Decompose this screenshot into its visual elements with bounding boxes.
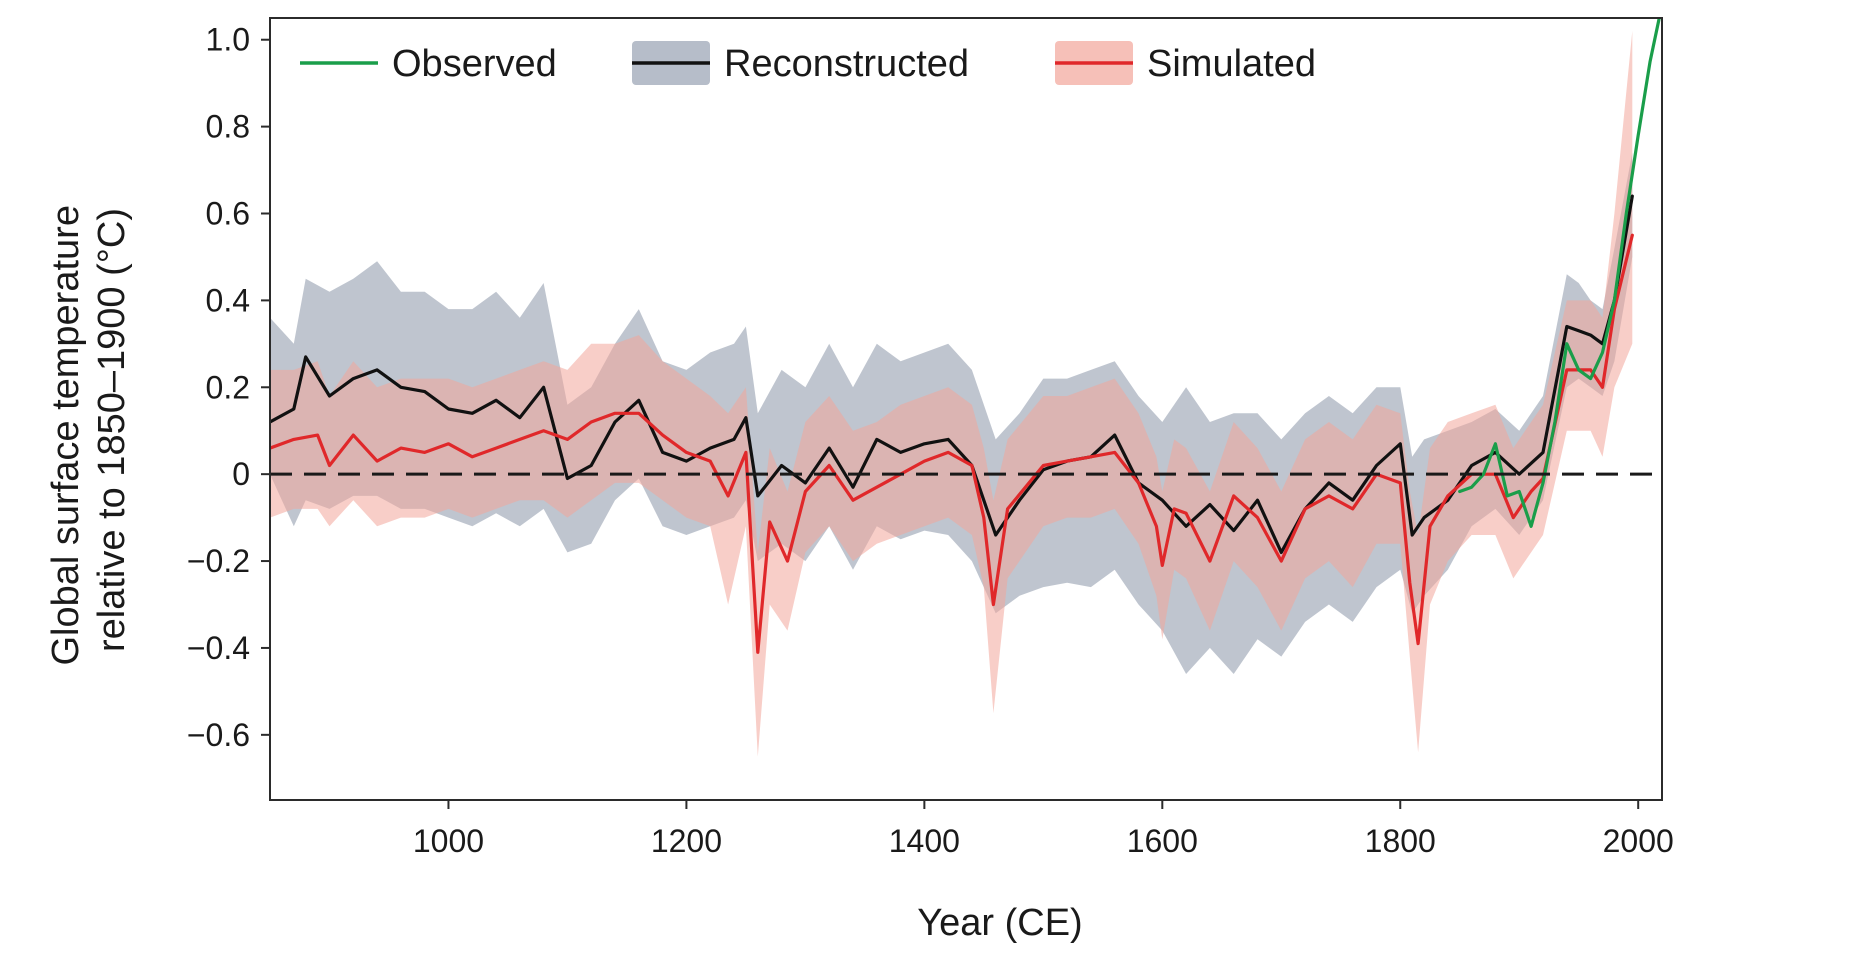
simulated-line [270,233,1634,654]
y-axis-label-line-2: relative to 1850–1900 (°C) [91,208,133,652]
legend-entry-observed: Observed [300,43,557,85]
y-tick-label: 0 [232,456,250,492]
y-tick-label: 0.8 [206,109,250,145]
legend-entry-simulated: Simulated [1055,41,1316,85]
y-tick-label: 1.0 [206,22,250,58]
x-tick-label: 1600 [1127,823,1198,859]
y-axis-ticks: 1.0 0.8 0.6 0.4 0.2 0 −0.2 −0.4 −0.6 [187,22,270,753]
y-tick-label: −0.2 [187,543,250,579]
x-tick-label: 1000 [413,823,484,859]
legend-label-observed: Observed [392,43,557,85]
uncertainty-bands [270,31,1633,757]
x-tick-label: 1400 [889,823,960,859]
y-axis-label: Global surface temperature relative to 1… [45,194,133,665]
plot-frame [269,17,1663,801]
observed-line [1458,18,1661,528]
legend: Observed Reconstructed Simulated [300,41,1316,85]
legend-entry-reconstructed: Reconstructed [632,41,969,85]
y-axis-label-line-1: Global surface temperature [45,205,87,665]
x-tick-label: 1200 [651,823,722,859]
y-tick-label: 0.2 [206,369,250,405]
simulated-band [270,31,1633,757]
y-tick-label: 0.4 [206,282,250,318]
x-axis-label: Year (CE) [917,902,1082,944]
y-tick-label: −0.6 [187,717,250,753]
legend-label-reconstructed: Reconstructed [724,43,969,85]
x-axis-ticks: 1000 1200 1400 1600 1800 2000 [413,800,1674,859]
y-tick-label: 0.6 [206,196,250,232]
x-tick-label: 2000 [1603,823,1674,859]
y-tick-label: −0.4 [187,630,250,666]
series-lines [270,18,1661,654]
x-tick-label: 1800 [1365,823,1436,859]
legend-label-simulated: Simulated [1147,43,1316,85]
